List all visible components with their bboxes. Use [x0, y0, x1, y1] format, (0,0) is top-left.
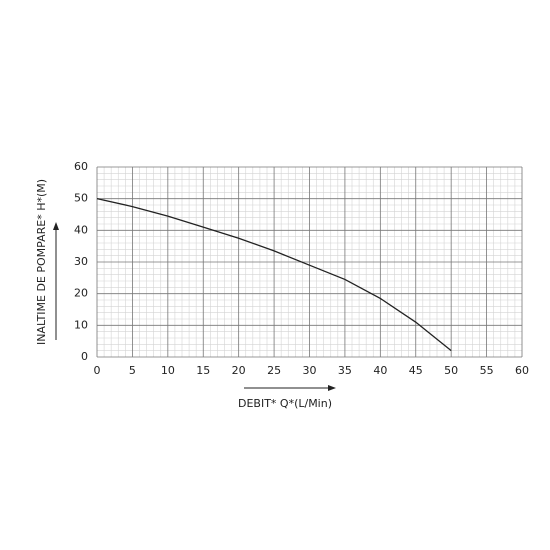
x-tick-label: 0	[94, 364, 101, 377]
x-tick-label: 50	[444, 364, 458, 377]
x-tick-label: 15	[196, 364, 210, 377]
x-tick-label: 55	[480, 364, 494, 377]
x-tick-label: 10	[161, 364, 175, 377]
x-tick-label: 5	[129, 364, 136, 377]
y-tick-label: 60	[74, 160, 88, 173]
x-tick-label: 40	[373, 364, 387, 377]
y-tick-label: 40	[74, 223, 88, 236]
x-tick-label: 20	[232, 364, 246, 377]
y-tick-label: 50	[74, 192, 88, 205]
x-tick-label: 30	[303, 364, 317, 377]
x-tick-label: 60	[515, 364, 529, 377]
y-tick-label: 20	[74, 287, 88, 300]
y-tick-label: 0	[81, 350, 88, 363]
y-axis-label: INALTIME DE POMPARE* H*(M)	[35, 179, 48, 345]
y-tick-label: 30	[74, 255, 88, 268]
x-tick-label: 25	[267, 364, 281, 377]
y-arrow-head	[53, 222, 59, 230]
x-axis-label: DEBIT* Q*(L/Min)	[238, 397, 332, 410]
line	[96, 198, 452, 352]
x-tick-label: 35	[338, 364, 352, 377]
x-tick-label: 45	[409, 364, 423, 377]
y-tick-label: 10	[74, 318, 88, 331]
x-arrow-head	[328, 385, 336, 391]
